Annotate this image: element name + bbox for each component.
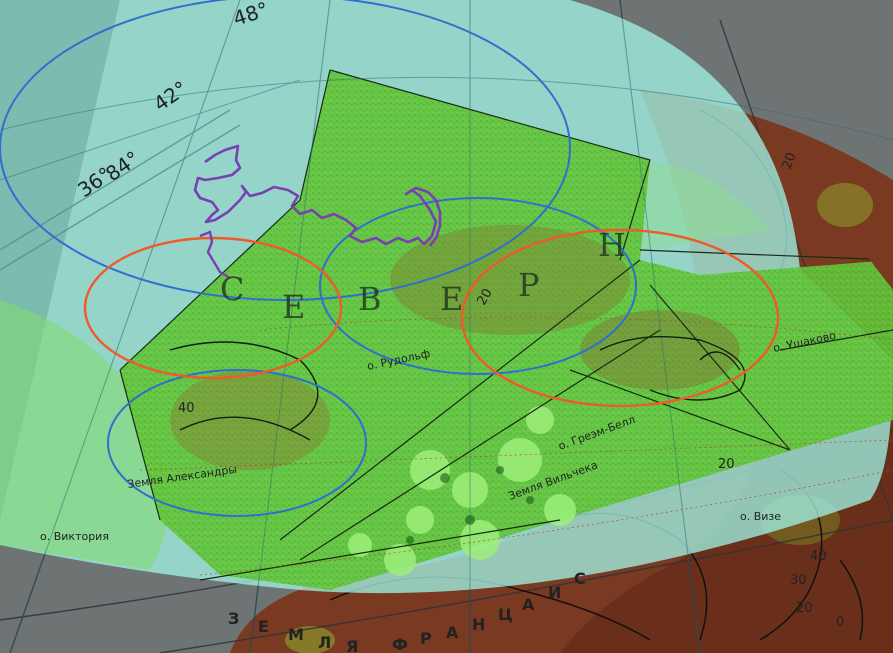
drift-track	[193, 144, 442, 247]
land-letter: А	[522, 595, 535, 614]
olive-patch	[817, 183, 873, 227]
sea-name-letters: С Е В Е Р Н	[220, 226, 626, 326]
land-letter: Я	[346, 637, 358, 653]
contour-value-labels: 20 40 20 20 40 30 20 0	[178, 151, 844, 630]
green-band	[0, 300, 168, 570]
contour-label: 20	[474, 286, 495, 308]
sea-letter: В	[358, 280, 382, 318]
land-letter: Ф	[392, 635, 408, 653]
orange-ellipse-right	[460, 228, 780, 408]
blue-ellipse-large	[0, 0, 571, 301]
contour-label: 0	[836, 615, 844, 630]
terrain-patch	[580, 310, 740, 390]
land-letter: Н	[472, 615, 485, 634]
land-letter: Л	[318, 633, 331, 652]
contour-label: 40	[178, 401, 195, 416]
contour-label: 40	[810, 549, 827, 564]
sea-letter: Р	[518, 266, 540, 304]
contour-label: 30	[790, 573, 807, 588]
coordinate-band	[0, 109, 241, 271]
terrain-patch	[390, 225, 630, 335]
land-letter: Е	[258, 617, 269, 636]
land-letter: А	[446, 623, 459, 642]
contour-label: 20	[718, 457, 735, 472]
contour-label: 20	[780, 151, 800, 172]
place-label-vize: о. Визе	[740, 510, 781, 523]
olive-patch	[285, 626, 335, 653]
blue-ellipse-center	[319, 197, 637, 375]
land-letter: С	[574, 569, 586, 588]
land-name-letters: З Е М Л Я Ф Р А Н Ц А И С	[228, 569, 586, 653]
land-letter: М	[288, 625, 304, 644]
sea-letter: Е	[440, 280, 463, 318]
contour-label: 20	[796, 601, 813, 616]
blue-ellipse-lower-left	[107, 369, 367, 517]
terrain-patch	[170, 370, 330, 470]
place-label-victoria: о. Виктория	[40, 530, 109, 543]
sea-letter: С	[220, 270, 244, 308]
orange-ellipse-left	[83, 236, 343, 380]
land-letter: З	[228, 609, 239, 628]
land-letter: Ц	[498, 605, 513, 624]
sea-letter: Н	[598, 226, 626, 264]
coverage-ellipses	[0, 0, 780, 517]
sea-letter: Е	[282, 288, 305, 326]
drift-track-branch	[199, 230, 231, 280]
land-letter: Р	[420, 629, 432, 648]
satellite-swaths	[119, 69, 893, 590]
land-letter: И	[548, 583, 561, 602]
